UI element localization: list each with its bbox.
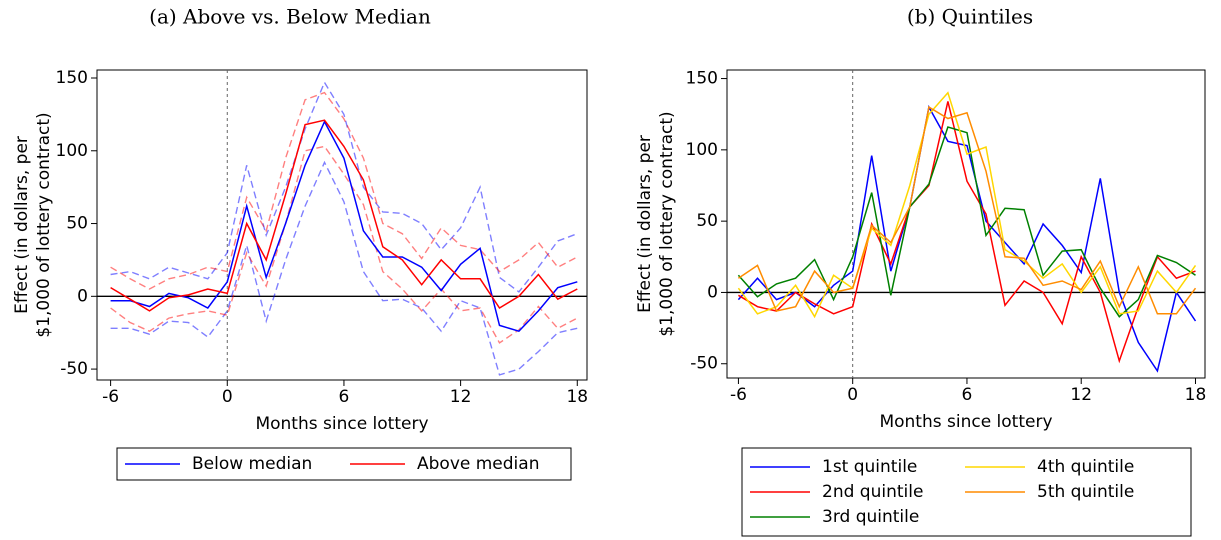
x-tick-label: 12 — [450, 387, 472, 407]
y-tick-label: 0 — [77, 286, 88, 306]
series-line — [110, 119, 578, 312]
x-tick-label: 6 — [962, 385, 973, 405]
x-tick-label: 12 — [1070, 385, 1092, 405]
series-line — [738, 101, 1196, 364]
y-axis-label: Effect (in dollars, per — [635, 135, 655, 313]
legend-box — [116, 447, 572, 481]
plot-frame — [726, 69, 1206, 379]
x-tick-label: 18 — [1185, 385, 1207, 405]
series-line — [737, 105, 1197, 315]
confidence-bound — [110, 80, 578, 293]
x-tick-label: -6 — [102, 387, 119, 407]
y-tick-label: 150 — [686, 69, 718, 89]
y-tick-label: 150 — [56, 68, 88, 88]
y-tick-label: -50 — [60, 359, 88, 379]
legend-label: 3rd quintile — [822, 507, 919, 527]
x-tick-label: -6 — [730, 385, 747, 405]
series-line — [737, 91, 1197, 319]
y-axis-label: $1,000 of lottery contract) — [657, 111, 677, 336]
confidence-bound — [110, 160, 578, 376]
x-tick-label: 0 — [847, 385, 858, 405]
plot-frame — [96, 69, 588, 381]
legend-label: Below median — [192, 454, 312, 474]
y-tick-label: 100 — [56, 141, 88, 161]
x-tick-label: 0 — [222, 387, 233, 407]
series-line — [737, 104, 1197, 373]
y-axis-label: $1,000 of lottery contract) — [34, 112, 54, 337]
x-axis-label: Months since lottery — [879, 412, 1052, 432]
x-tick-label: 18 — [566, 387, 588, 407]
panel-title: (a) Above vs. Below Median — [149, 5, 431, 29]
y-tick-label: 0 — [707, 282, 718, 302]
confidence-bound — [110, 145, 578, 344]
y-tick-label: -50 — [690, 354, 718, 374]
x-tick-label: 6 — [339, 387, 350, 407]
legend-label: 4th quintile — [1037, 457, 1134, 477]
y-axis-label: Effect (in dollars, per — [12, 136, 32, 314]
legend-label: 5th quintile — [1037, 482, 1134, 502]
legend-label: 2nd quintile — [822, 482, 923, 502]
y-tick-label: 50 — [66, 214, 88, 234]
x-axis-label: Months since lottery — [255, 414, 428, 434]
confidence-bound — [110, 91, 578, 290]
series-line — [737, 126, 1196, 318]
legend-label: 1st quintile — [822, 457, 917, 477]
y-tick-label: 50 — [696, 211, 718, 231]
legend-label: Above median — [417, 454, 539, 474]
panel-title: (b) Quintiles — [907, 5, 1033, 29]
series-line — [110, 119, 578, 333]
y-tick-label: 100 — [686, 140, 718, 160]
